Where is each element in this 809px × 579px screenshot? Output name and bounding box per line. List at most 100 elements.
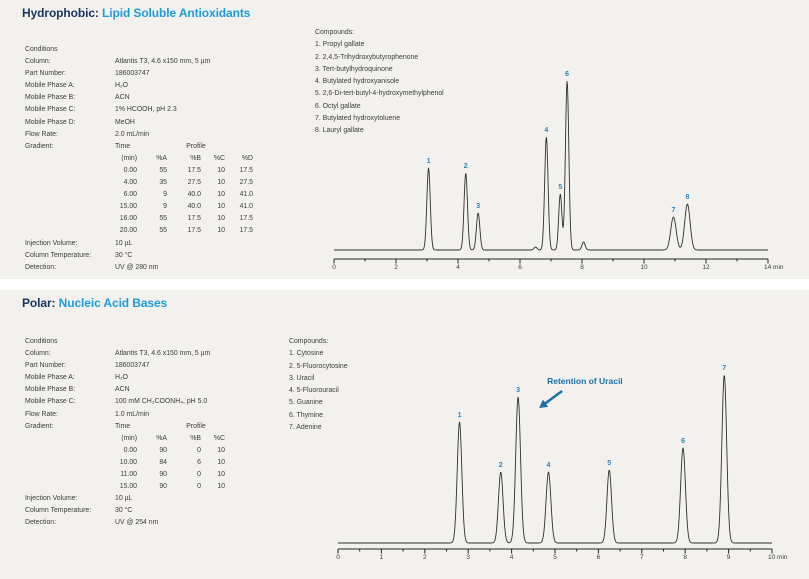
compound-item: 4. 5-Fluorouracil xyxy=(289,387,339,395)
gradient-cell-c: 10 xyxy=(217,471,225,479)
gradient-spacer xyxy=(25,189,115,201)
gradient-cell-d xyxy=(225,445,253,457)
section-title-prefix: Hydrophobic: xyxy=(22,6,99,20)
axis-tick-label: 10 min xyxy=(768,554,788,561)
condition-row: Mobile Phase B: ACN xyxy=(25,384,310,396)
axis-tick-label: 3 xyxy=(466,554,470,561)
compounds-heading: Compounds: xyxy=(315,29,355,36)
condition-value: 186003747 xyxy=(115,70,150,78)
axis-tick-label: 10 xyxy=(640,264,648,271)
peak-number-label: 4 xyxy=(544,127,548,134)
gradient-cell-time: 4.00 xyxy=(123,179,137,187)
compound-item: 4. Butylated hydroxyanisole xyxy=(315,78,400,86)
chromatogram-trace xyxy=(338,375,772,544)
condition-value: Atlantis T3, 4.6 x150 mm, 5 µm xyxy=(115,350,211,358)
gradient-spacer xyxy=(25,213,115,225)
condition-row: Mobile Phase B: ACN xyxy=(25,92,310,104)
condition-label: Flow Rate: xyxy=(25,130,58,138)
gradient-row: 16.00 55 17.5 10 17.5 xyxy=(25,213,310,225)
gradient-col-header: %D xyxy=(241,154,253,162)
condition-value: UV @ 280 nm xyxy=(115,263,159,271)
gradient-cell-d: 17.5 xyxy=(239,166,253,174)
gradient-cell-b: 0 xyxy=(197,471,201,479)
condition-label: Part Number: xyxy=(25,362,66,370)
condition-value: 1% HCOOH, pH 2.3 xyxy=(115,106,177,114)
chromatogram-trace xyxy=(334,80,768,251)
condition-label: Mobile Phase C: xyxy=(25,398,76,406)
condition-value: 30 °C xyxy=(115,507,133,515)
gradient-col-header: (min) xyxy=(121,434,137,442)
peak-number-label: 8 xyxy=(685,194,689,201)
gradient-cell-a: 9 xyxy=(163,203,167,211)
condition-value: H₂O xyxy=(115,82,129,90)
condition-value: H₂O xyxy=(115,374,129,382)
condition-label: Flow Rate: xyxy=(25,410,58,418)
compounds-list: Compounds: 1. Propyl gallate 2. 2,4,5-Tri… xyxy=(315,27,444,138)
gradient-spacer xyxy=(25,457,115,469)
peak-number-label: 2 xyxy=(499,462,503,469)
gradient-cell-c: 10 xyxy=(217,446,225,454)
gradient-col-header: %B xyxy=(190,154,201,162)
annotation-arrow xyxy=(542,390,563,406)
section-title-prefix: Polar: xyxy=(22,296,56,310)
axis-tick-label: 8 xyxy=(580,264,584,271)
compound-item: 1. Cytosine xyxy=(289,350,324,358)
condition-label: Mobile Phase A: xyxy=(25,374,75,382)
peak-number-label: 5 xyxy=(558,184,562,191)
gradient-label: Gradient: xyxy=(25,422,54,430)
peak-number-label: 6 xyxy=(681,438,685,445)
gradient-cell-a: 84 xyxy=(159,458,167,466)
conditions-rows: Column: Atlantis T3, 4.6 x150 mm, 5 µm Pa… xyxy=(25,348,310,421)
gradient-header-row: Gradient: Time Profile xyxy=(25,141,310,153)
gradient-cell-d: 27.5 xyxy=(239,179,253,187)
gradient-row: 11.00 90 0 10 xyxy=(25,469,310,481)
compound-item: 5. 2,6-Di-tert-butyl-4-hydroxymethylphen… xyxy=(315,90,444,98)
gradient-label: Gradient: xyxy=(25,142,54,150)
gradient-header-row: Gradient: Time Profile xyxy=(25,421,310,433)
gradient-rows: 0.00 55 17.5 10 17.5 4.00 35 27.5 10 27.5 6.00 9 4… xyxy=(25,165,310,238)
gradient-cell-c: 10 xyxy=(217,458,225,466)
gradient-cell-b: 40.0 xyxy=(187,203,201,211)
condition-row: Mobile Phase C: 1% HCOOH, pH 2.3 xyxy=(25,104,310,116)
condition-label: Mobile Phase A: xyxy=(25,82,75,90)
compound-item: 2. 5-Fluorocytosine xyxy=(289,362,348,370)
gradient-spacer xyxy=(25,481,115,493)
peak-number-label: 4 xyxy=(547,462,551,469)
gradient-cell-c: 10 xyxy=(217,227,225,235)
peak-number-label: 3 xyxy=(516,387,520,394)
gradient-cell-a: 55 xyxy=(159,166,167,174)
condition-label: Mobile Phase B: xyxy=(25,94,76,102)
conditions-block: Conditions Column: Atlantis T3, 4.6 x150 … xyxy=(25,336,310,530)
gradient-cell-d: 41.0 xyxy=(239,203,253,211)
compound-item: 6. Thymine xyxy=(289,411,323,419)
axis-tick-label: 4 xyxy=(510,554,514,561)
gradient-col-header: %A xyxy=(156,154,167,162)
gradient-row: 20.00 55 17.5 10 17.5 xyxy=(25,225,310,237)
axis-tick-label: 7 xyxy=(640,554,644,561)
axis-tick-label: 6 xyxy=(518,264,522,271)
condition-label: Part Number: xyxy=(25,70,66,78)
compound-item: 8. Lauryl gallate xyxy=(315,127,364,135)
conditions-footer-rows: Injection Volume: 10 µL Column Temperatur… xyxy=(25,238,310,274)
condition-value: MeOH xyxy=(115,118,135,126)
gradient-spacer xyxy=(25,433,115,445)
condition-row: Column Temperature: 30 °C xyxy=(25,505,310,517)
condition-row: Part Number: 186003747 xyxy=(25,360,310,372)
condition-row: Column: Atlantis T3, 4.6 x150 mm, 5 µm xyxy=(25,348,310,360)
compound-item: 5. Guanine xyxy=(289,399,323,407)
gradient-cell-c: 10 xyxy=(217,215,225,223)
annotation-text: Retention of Uracil xyxy=(547,376,623,386)
condition-label: Detection: xyxy=(25,519,57,527)
compound-item: 7. Adenine xyxy=(289,424,322,432)
condition-row: Injection Volume: 10 µL xyxy=(25,493,310,505)
condition-row: Column: Atlantis T3, 4.6 x150 mm, 5 µm xyxy=(25,56,310,68)
gradient-cell-c: 10 xyxy=(217,166,225,174)
condition-label: Column Temperature: xyxy=(25,251,92,259)
conditions-heading: Conditions xyxy=(25,338,58,345)
compounds-items: 1. Propyl gallate 2. 2,4,5-Trihydroxybuty… xyxy=(315,39,444,137)
peak-number-label: 1 xyxy=(458,412,462,419)
condition-row: Detection: UV @ 254 nm xyxy=(25,517,310,529)
gradient-col-header: %A xyxy=(156,434,167,442)
gradient-cell-d: 41.0 xyxy=(239,191,253,199)
condition-value: 30 °C xyxy=(115,251,133,259)
